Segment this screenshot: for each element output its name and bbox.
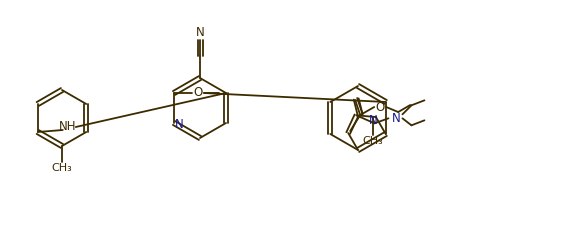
Text: N: N bbox=[369, 114, 377, 126]
Text: NH: NH bbox=[59, 120, 77, 133]
Text: N: N bbox=[392, 112, 401, 125]
Text: N: N bbox=[195, 26, 204, 40]
Text: CH₃: CH₃ bbox=[52, 163, 72, 173]
Text: O: O bbox=[375, 101, 385, 114]
Text: N: N bbox=[174, 119, 183, 132]
Text: CH₃: CH₃ bbox=[362, 136, 383, 146]
Text: O: O bbox=[193, 86, 203, 100]
